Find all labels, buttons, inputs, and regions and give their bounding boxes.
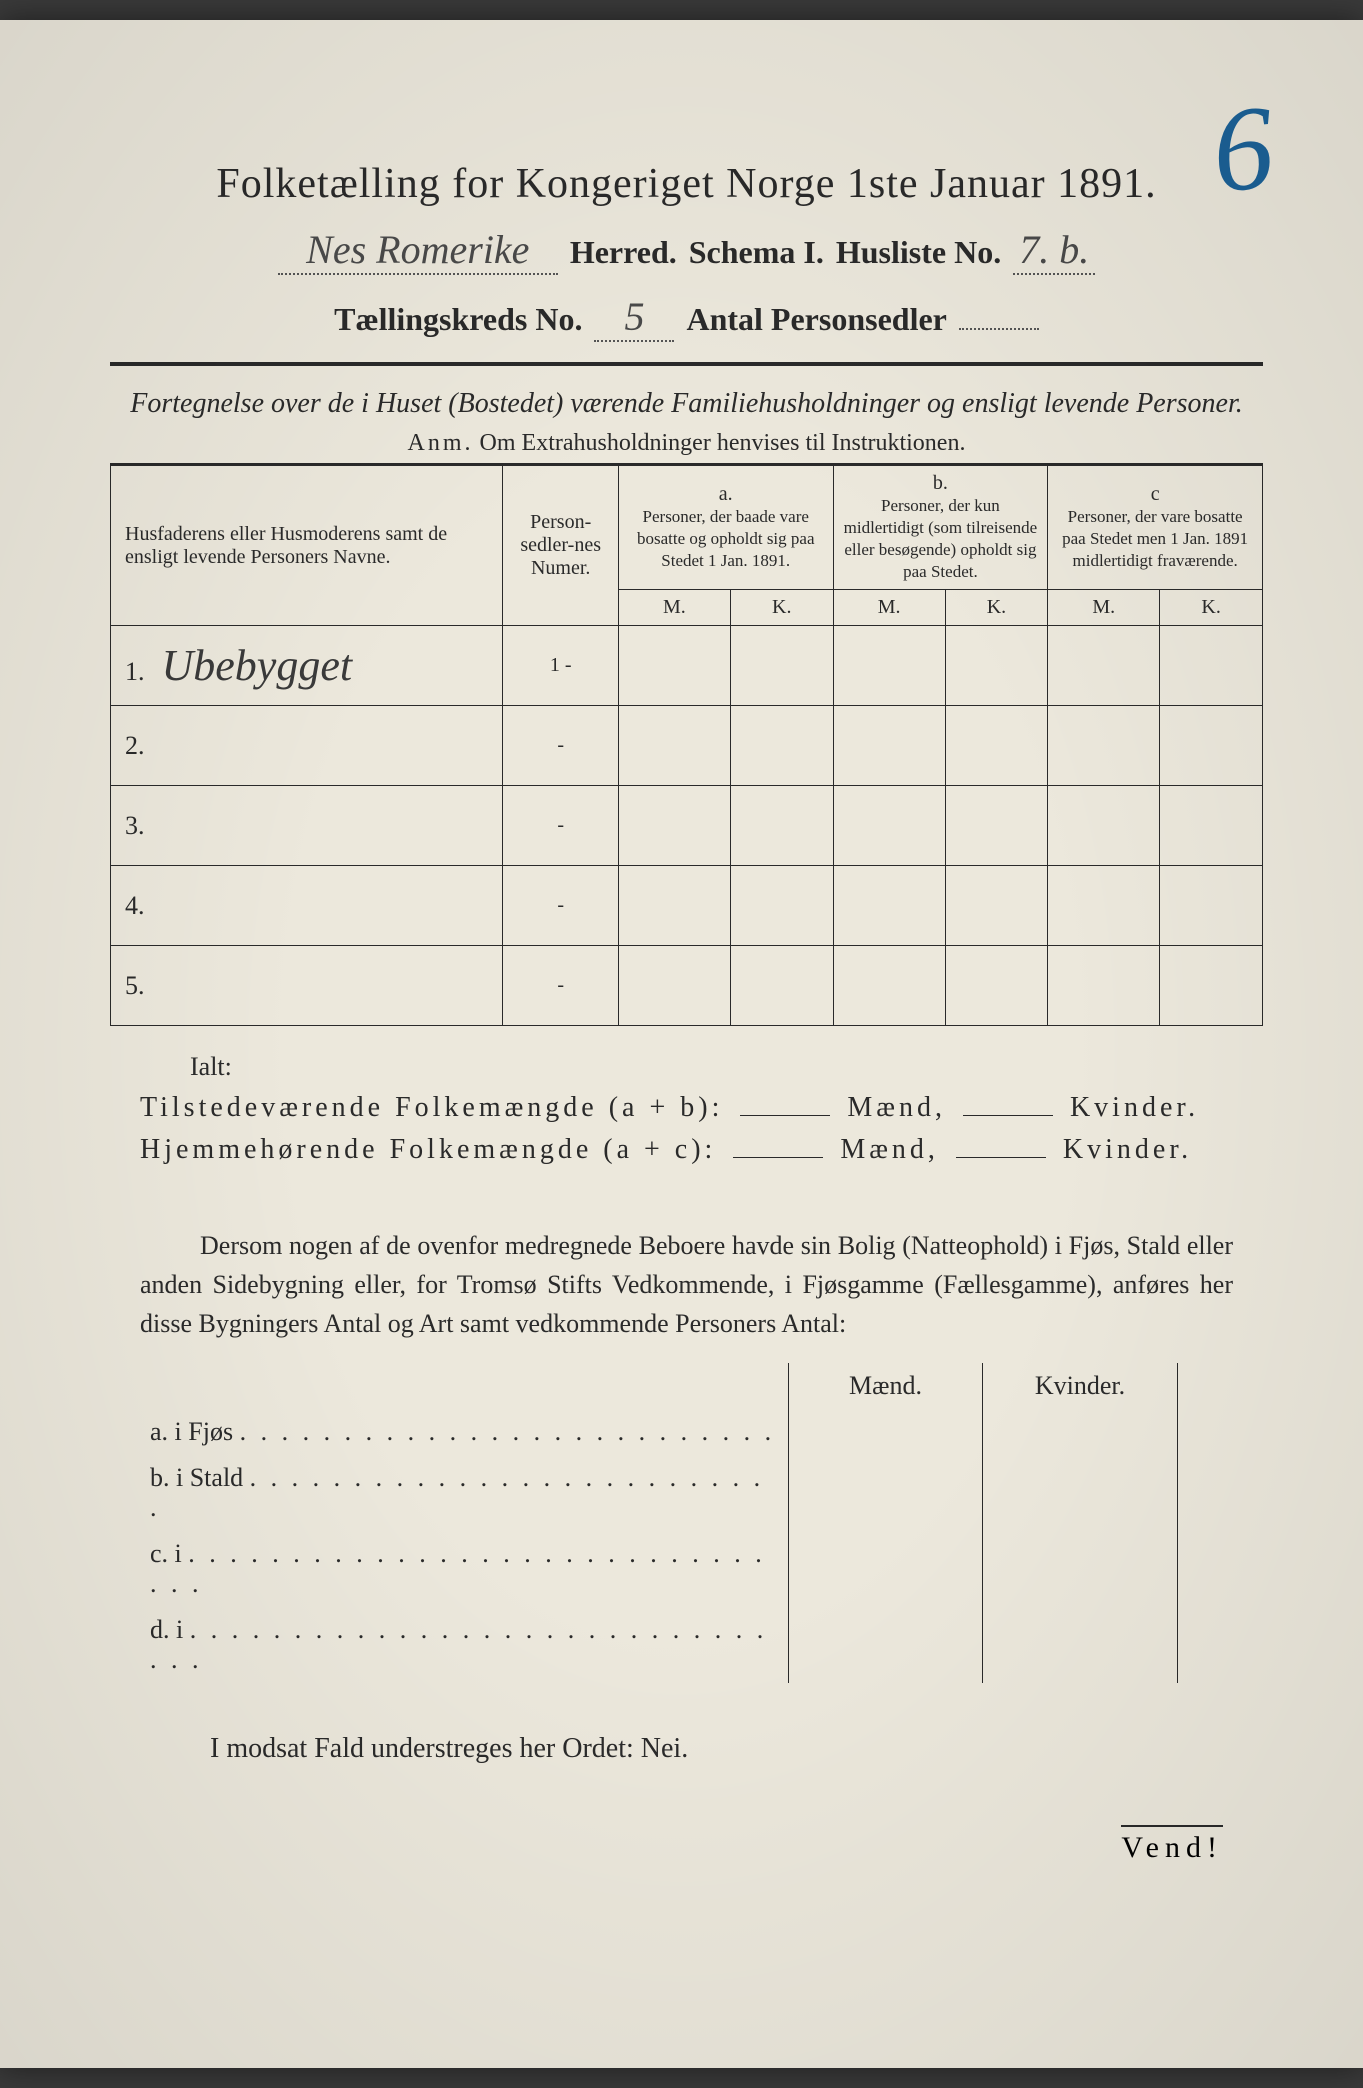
col-a-text: Personer, der baade vare bosatte og opho…: [627, 506, 825, 572]
col-a-label: a.: [627, 483, 825, 506]
col-a-m: M.: [618, 590, 730, 626]
small-k-header: Kvinder.: [983, 1363, 1177, 1409]
col-c-m: M.: [1048, 590, 1160, 626]
maend-label: Mænd,: [840, 1134, 939, 1165]
census-form-page: 6 Folketælling for Kongeriget Norge 1ste…: [0, 20, 1363, 2068]
col-name-header: Husfaderens eller Husmoderens samt de en…: [111, 465, 503, 626]
dwelling-table: Mænd. Kvinder. a. i Fjøs . . . . . . . .…: [140, 1363, 1178, 1683]
row-num: 3.: [125, 811, 155, 841]
nei-line: I modsat Fald understreges her Ordet: Ne…: [210, 1733, 1263, 1765]
herred-name-handwritten: Nes Romerike: [278, 226, 558, 275]
kreds-no-handwritten: 5: [594, 293, 674, 342]
ialt-label: Ialt:: [190, 1052, 1263, 1082]
census-table: Husfaderens eller Husmoderens samt de en…: [110, 463, 1263, 1026]
sum-line-2: Hjemmehørende Folkemængde (a + c): Mænd,…: [140, 1134, 1263, 1166]
row-personnum: -: [503, 946, 618, 1026]
small-row-label: d. i: [150, 1615, 183, 1644]
main-title: Folketælling for Kongeriget Norge 1ste J…: [110, 160, 1263, 208]
col-b-header: b. Personer, der kun midlertidigt (som t…: [833, 465, 1048, 590]
small-m-header: Mænd.: [788, 1363, 982, 1409]
anm-label: Anm.: [408, 430, 474, 456]
kvinder-label: Kvinder.: [1063, 1134, 1192, 1165]
table-row: c. i . . . . . . . . . . . . . . . . . .…: [140, 1531, 1177, 1607]
small-row-label: b. i Stald: [150, 1463, 243, 1492]
col-b-m: M.: [833, 590, 945, 626]
dwelling-paragraph: Dersom nogen af de ovenfor medregnede Be…: [140, 1226, 1233, 1343]
small-row-label: a. i Fjøs: [150, 1417, 233, 1446]
row-num: 2.: [125, 731, 155, 761]
husliste-label: Husliste No.: [836, 234, 1001, 271]
col-a-header: a. Personer, der baade vare bosatte og o…: [618, 465, 833, 590]
row-personnum: -: [503, 866, 618, 946]
header-line-3: Tællingskreds No. 5 Antal Personsedler: [110, 293, 1263, 342]
row-num: 4.: [125, 891, 155, 921]
antal-value: [959, 328, 1039, 330]
schema-label: Schema I.: [689, 234, 824, 271]
col-c-label: c: [1056, 483, 1254, 506]
sum1-label: Tilstedeværende Folkemængde (a + b):: [140, 1092, 723, 1123]
col-b-k: K.: [945, 590, 1048, 626]
table-row: 3. -: [111, 786, 1263, 866]
row-num: 5.: [125, 971, 155, 1001]
row-personnum: -: [503, 786, 618, 866]
subtitle: Fortegnelse over de i Huset (Bostedet) v…: [110, 388, 1263, 420]
col-b-label: b.: [842, 472, 1040, 495]
kvinder-label: Kvinder.: [1070, 1092, 1199, 1123]
divider-top: [110, 362, 1263, 366]
anm-line: Anm. Om Extrahusholdninger henvises til …: [110, 430, 1263, 457]
herred-label: Herred.: [570, 234, 677, 271]
table-row: d. i . . . . . . . . . . . . . . . . . .…: [140, 1607, 1177, 1683]
col-a-k: K.: [730, 590, 833, 626]
sum2-label: Hjemmehørende Folkemængde (a + c):: [140, 1134, 716, 1165]
col-c-k: K.: [1160, 590, 1263, 626]
anm-text: Om Extrahusholdninger henvises til Instr…: [480, 430, 966, 456]
col-b-text: Personer, der kun midlertidigt (som tilr…: [842, 495, 1040, 583]
table-row: 5. -: [111, 946, 1263, 1026]
row-name-handwritten: Ubebygget: [162, 641, 353, 690]
table-row: 4. -: [111, 866, 1263, 946]
sum-line-1: Tilstedeværende Folkemængde (a + b): Mæn…: [140, 1092, 1263, 1124]
husliste-no-handwritten: 7. b.: [1013, 226, 1095, 275]
page-number-handwritten: 6: [1207, 78, 1279, 221]
table-row: 1. Ubebygget 1 -: [111, 626, 1263, 706]
table-row: b. i Stald . . . . . . . . . . . . . . .…: [140, 1455, 1177, 1531]
col-num-header: Person-sedler-nes Numer.: [503, 465, 618, 626]
vend-label: Vend!: [1121, 1825, 1223, 1865]
table-row: 2. -: [111, 706, 1263, 786]
col-c-header: c Personer, der vare bosatte paa Stedet …: [1048, 465, 1263, 590]
row-personnum: 1 -: [503, 626, 618, 706]
row-num: 1.: [125, 657, 155, 687]
kreds-label: Tællingskreds No.: [334, 301, 582, 338]
row-personnum: -: [503, 706, 618, 786]
header-line-2: Nes Romerike Herred. Schema I. Husliste …: [110, 226, 1263, 275]
maend-label: Mænd,: [847, 1092, 946, 1123]
small-row-label: c. i: [150, 1539, 182, 1568]
antal-label: Antal Personsedler: [686, 301, 946, 338]
table-row: a. i Fjøs . . . . . . . . . . . . . . . …: [140, 1409, 1177, 1455]
col-c-text: Personer, der vare bosatte paa Stedet me…: [1056, 506, 1254, 572]
